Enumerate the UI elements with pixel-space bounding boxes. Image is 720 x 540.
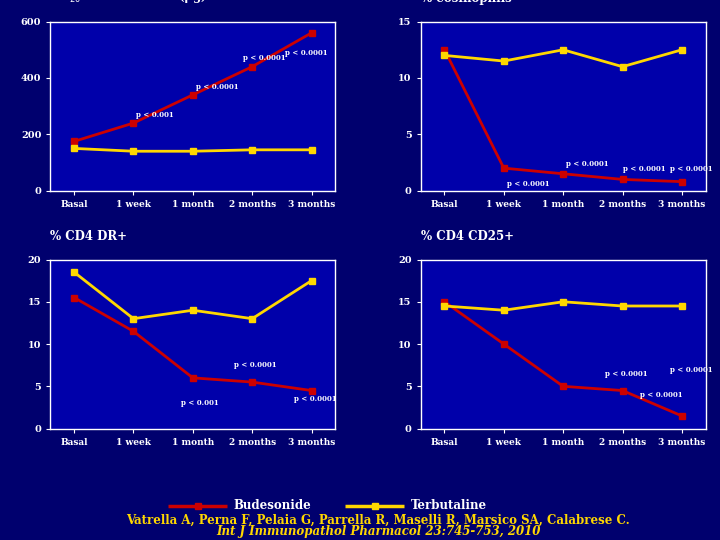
Text: p < 0.0001: p < 0.0001: [294, 395, 336, 403]
Text: Int J Immunopathol Pharmacol 23:745-753, 2010: Int J Immunopathol Pharmacol 23:745-753,…: [216, 525, 540, 538]
Text: p < 0.0001: p < 0.0001: [566, 160, 608, 168]
Text: Budesonide: Budesonide: [234, 499, 312, 512]
Text: % CD4 DR+: % CD4 DR+: [50, 230, 127, 242]
Text: PD$_{20}$ methacholine (μg): PD$_{20}$ methacholine (μg): [50, 0, 207, 5]
Text: p < 0.001: p < 0.001: [137, 111, 174, 119]
Text: p < 0.0001: p < 0.0001: [670, 366, 713, 374]
Text: p < 0.0001: p < 0.0001: [196, 83, 238, 91]
Text: p < 0.0001: p < 0.0001: [640, 391, 683, 399]
Text: p < 0.0001: p < 0.0001: [605, 370, 647, 378]
Text: p < 0.0001: p < 0.0001: [623, 165, 665, 173]
Text: p < 0.0001: p < 0.0001: [285, 49, 328, 57]
Text: p < 0.0001: p < 0.0001: [670, 165, 713, 173]
Text: p < 0.0001: p < 0.0001: [243, 55, 286, 63]
Text: Vatrella A, Perna F, Pelaia G, Parrella R, Maselli R, Marsico SA, Calabrese C.: Vatrella A, Perna F, Pelaia G, Parrella …: [126, 514, 630, 527]
Text: Terbutaline: Terbutaline: [411, 499, 487, 512]
Text: % CD4 CD25+: % CD4 CD25+: [420, 230, 514, 242]
Text: p < 0.0001: p < 0.0001: [507, 180, 549, 188]
Text: p < 0.0001: p < 0.0001: [235, 361, 277, 369]
Text: % eosinophils: % eosinophils: [420, 0, 511, 5]
Text: p < 0.001: p < 0.001: [181, 400, 219, 408]
